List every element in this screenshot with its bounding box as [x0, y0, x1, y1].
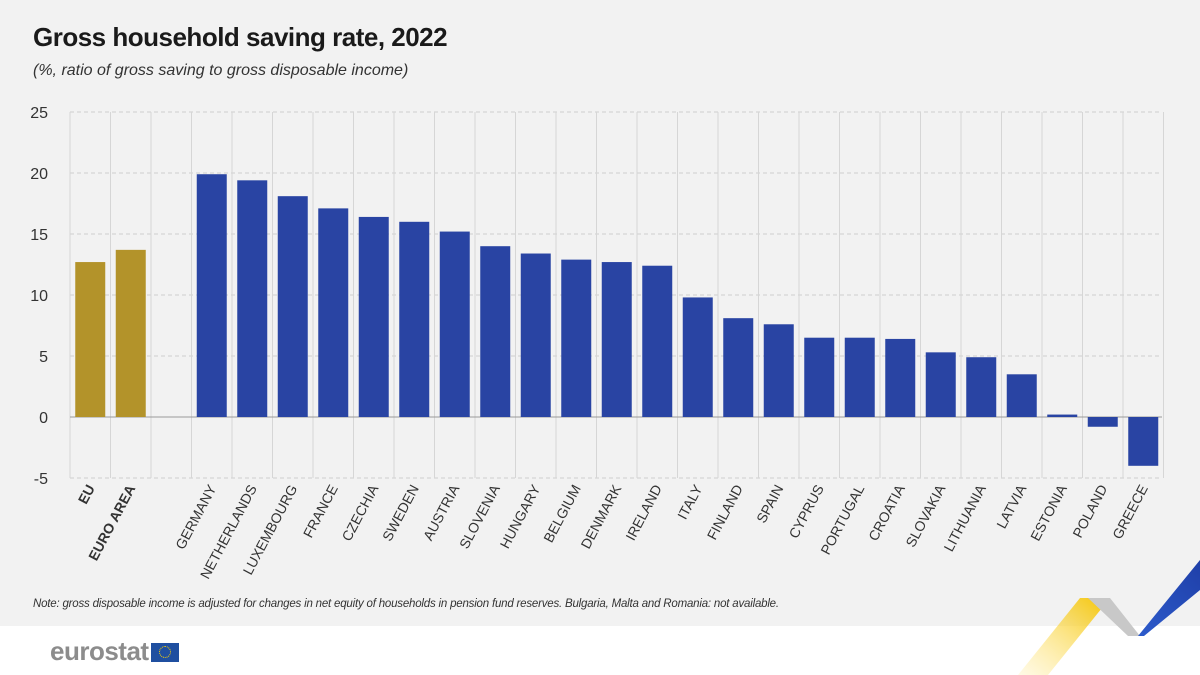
bar-slovakia: [925, 352, 956, 417]
yellow-stripe: [1018, 598, 1110, 675]
x-tick-label: IRELAND: [622, 482, 665, 543]
bar-poland: [1087, 417, 1118, 427]
x-tick-label: SLOVENIA: [456, 481, 503, 551]
x-tick-label: SPAIN: [753, 482, 786, 526]
x-tick-label: DENMARK: [577, 481, 624, 551]
bar-france: [318, 208, 349, 417]
bar-cyprus: [804, 337, 835, 417]
bar-spain: [763, 324, 794, 417]
y-tick-label: -5: [34, 471, 48, 488]
chart-title: Gross household saving rate, 2022: [33, 22, 448, 52]
x-tick-label: SWEDEN: [379, 482, 422, 544]
x-tick-label: CZECHIA: [338, 481, 381, 543]
bar-belgium: [561, 259, 592, 417]
bar-greece: [1128, 417, 1159, 466]
bar-netherlands: [237, 180, 268, 417]
x-tick-label: ESTONIA: [1027, 481, 1070, 543]
decorative-stripes: [1018, 560, 1200, 675]
bar-ireland: [642, 265, 673, 417]
bar-austria: [439, 231, 470, 417]
bar-eu: [75, 262, 106, 417]
bar-latvia: [1006, 374, 1037, 417]
blue-stripe: [1118, 560, 1200, 636]
bar-germany: [196, 174, 227, 417]
bar-czechia: [358, 216, 389, 417]
bar-euro-area: [115, 249, 146, 417]
bar-luxembourg: [277, 196, 308, 417]
logo-text: eurostat: [50, 635, 149, 666]
eu-flag-icon: [150, 643, 179, 662]
x-tick-label: GREECE: [1109, 482, 1151, 542]
bars: [75, 174, 1159, 466]
x-tick-label: EU: [75, 482, 98, 507]
y-tick-label: 20: [30, 166, 48, 183]
y-tick-label: 10: [30, 288, 48, 305]
x-tick-label: AUSTRIA: [420, 481, 463, 543]
x-tick-label: GERMANY: [172, 481, 220, 552]
x-tick-label: LATVIA: [993, 481, 1030, 531]
bar-croatia: [885, 338, 916, 417]
bar-portugal: [844, 337, 875, 417]
x-tick-label: POLAND: [1069, 482, 1110, 540]
x-tick-label: CROATIA: [865, 481, 908, 543]
bar-lithuania: [966, 357, 997, 417]
x-tick-label: BELGIUM: [540, 482, 584, 545]
bar-finland: [723, 318, 754, 417]
bar-hungary: [520, 253, 551, 417]
bar-italy: [682, 297, 713, 417]
footnote: Note: gross disposable income is adjuste…: [33, 598, 779, 610]
y-tick-label: 5: [39, 349, 48, 366]
bar-estonia: [1047, 414, 1078, 417]
x-tick-label: LITHUANIA: [940, 481, 989, 554]
x-tick-label: FINLAND: [704, 482, 746, 542]
x-tick-label: ITALY: [674, 481, 706, 522]
eurostat-logo: eurostat: [50, 636, 179, 666]
bar-denmark: [601, 262, 632, 417]
chart-subtitle: (%, ratio of gross saving to gross dispo…: [33, 62, 409, 79]
x-tick-label: FRANCE: [300, 482, 341, 540]
y-tick-label: 25: [30, 105, 48, 122]
bar-sweden: [399, 221, 430, 417]
y-tick-label: 15: [30, 227, 48, 244]
y-tick-label: 0: [39, 410, 48, 427]
x-tick-label: CYPRUS: [785, 482, 827, 541]
bar-slovenia: [480, 246, 511, 417]
x-tick-label: SLOVAKIA: [902, 481, 948, 549]
x-tick-label: HUNGARY: [497, 481, 544, 551]
grey-stripe: [1088, 598, 1140, 636]
